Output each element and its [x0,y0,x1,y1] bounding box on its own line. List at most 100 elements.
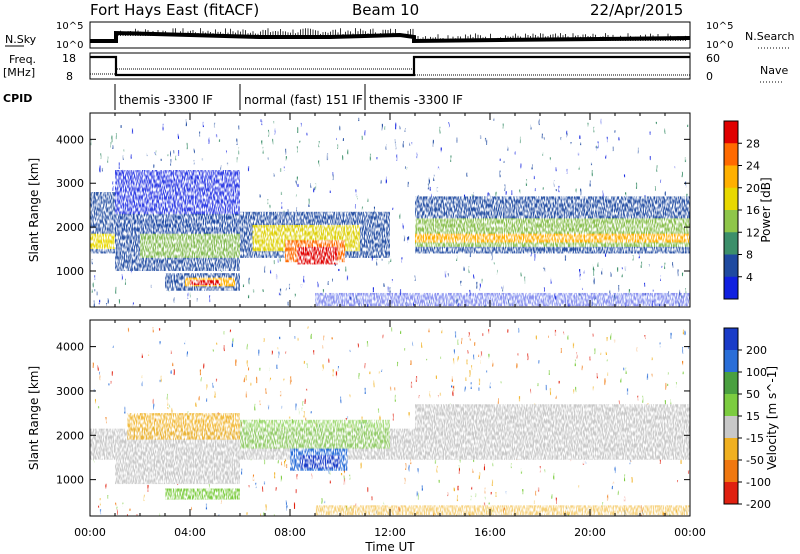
velocity-positive-peak [300,455,340,469]
power-echo-strongest [297,246,338,265]
scatter-point [543,287,545,292]
scatter-point [285,287,287,291]
scatter-point [441,327,443,334]
scatter-point [555,497,557,504]
scatter-point [295,194,297,198]
scatter-point [167,407,169,410]
scatter-point [480,351,483,358]
colorbar-tick-label: 24 [746,160,760,173]
scatter-point [533,500,535,504]
scatter-point [501,286,503,289]
scatter-point [473,274,475,279]
scatter-point [604,250,607,257]
scatter-point [288,416,291,419]
scatter-point [429,391,431,398]
x-tick-label: 08:00 [274,526,306,539]
scatter-point [321,498,323,505]
scatter-point [272,138,274,145]
scatter-point [605,351,607,356]
scatter-point [649,155,651,161]
scatter-point [364,130,366,136]
scatter-point [456,494,459,502]
y-tick-label: 2000 [56,429,84,442]
scatter-point [92,362,94,368]
scatter-point [263,459,266,465]
scatter-point [200,376,202,382]
scatter-point [410,381,413,388]
scatter-point [473,354,475,360]
scatter-point [589,356,591,361]
scatter-point [485,370,488,373]
scatter-point [177,133,179,139]
scatter-point [623,174,626,178]
scatter-point [439,392,442,396]
colorbar-tick-label: 100 [746,366,767,379]
scatter-point [193,148,195,154]
scatter-point [313,187,315,191]
scatter-point [628,289,631,296]
scatter-point [412,341,414,347]
colorbar-tick-label: 200 [746,344,767,357]
scatter-point [474,342,476,346]
scatter-point [580,188,582,196]
scatter-point [469,336,471,341]
nsky-strip [89,21,691,49]
scatter-point [503,160,505,163]
scatter-point [260,513,262,516]
scatter-point [684,157,687,163]
scatter-point [329,188,331,193]
scatter-point [507,145,509,151]
scatter-point [511,190,513,196]
velocity-ylabel: Slant Range [km] [27,366,41,470]
scatter-point [500,381,502,384]
scatter-point [261,120,263,126]
scatter-point [624,266,627,271]
scatter-point [381,258,383,261]
scatter-point [558,380,560,384]
scatter-point [275,273,278,280]
power-yaxis: 1000 2000 3000 4000 [56,133,690,278]
scatter-point [381,123,383,131]
scatter-point [459,458,461,463]
scatter-point [391,279,393,283]
scatter-point [152,398,154,404]
scatter-point [349,349,351,353]
scatter-point [484,487,486,494]
scatter-point [216,342,218,345]
scatter-point [478,378,481,385]
scatter-point [492,459,494,467]
scatter-point [470,495,472,501]
scatter-point [258,349,260,356]
scatter-point [361,135,363,140]
scatter-point [248,366,250,371]
power-ylabel: Slant Range [km] [27,158,41,262]
scatter-point [550,276,552,284]
scatter-point [514,151,516,155]
scatter-point [343,469,345,477]
scatter-point [277,460,279,464]
scatter-point [510,463,512,469]
scatter-point [345,266,347,272]
scatter-point [591,169,593,177]
scatter-point [327,281,329,285]
scatter-point [623,367,625,371]
scatter-point [687,346,689,349]
scatter-point [329,469,331,475]
scatter-point [342,155,344,161]
scatter-point [131,128,134,134]
scatter-point [672,261,674,268]
y-tick-label: 3000 [56,177,84,190]
scatter-point [469,250,472,258]
colorbar-swatch [724,482,738,505]
scatter-point [478,387,480,391]
scatter-point [172,362,174,367]
scatter-point [141,375,143,379]
scatter-point [297,337,299,341]
velocity-xaxis: 00:00 04:00 08:00 12:00 16:00 20:00 00:00 [74,320,706,539]
scatter-point [313,350,315,355]
power-echo-mid [140,233,240,258]
colorbar-tick-label: 15 [746,410,760,423]
scatter-point [436,465,438,473]
scatter-point [575,386,577,393]
scatter-point [664,128,666,135]
